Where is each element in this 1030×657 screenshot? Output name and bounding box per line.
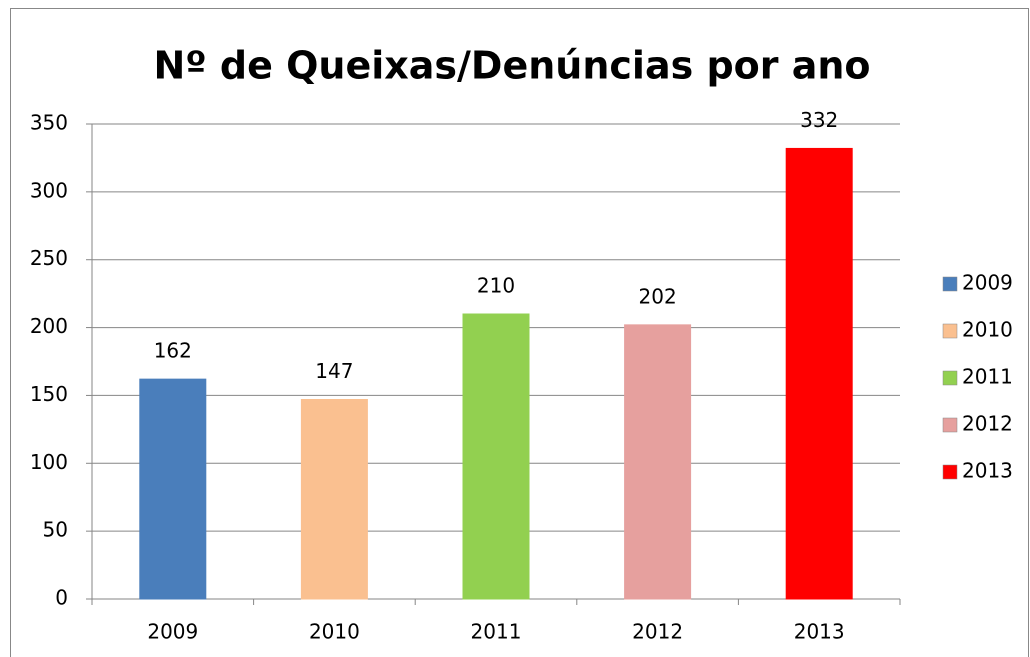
y-tick-label: 200	[30, 314, 68, 338]
x-tick-label: 2010	[309, 620, 360, 644]
x-tick-label: 2013	[794, 620, 845, 644]
legend-label: 2010	[962, 318, 1013, 342]
legend-label: 2011	[962, 365, 1013, 389]
data-label: 210	[477, 274, 515, 298]
x-tick-label: 2009	[147, 620, 198, 644]
legend-label: 2012	[962, 412, 1013, 436]
chart-title: Nº de Queixas/Denúncias por ano	[153, 44, 870, 88]
bar	[785, 147, 853, 600]
y-tick-label: 50	[43, 518, 68, 542]
bar	[624, 324, 692, 600]
y-tick-label: 100	[30, 450, 68, 474]
data-label: 162	[154, 339, 192, 363]
bar	[462, 313, 530, 600]
legend-swatch	[942, 370, 958, 386]
legend-label: 2013	[962, 459, 1013, 483]
legend-swatch	[942, 464, 958, 480]
legend-swatch	[942, 276, 958, 292]
legend-label: 2009	[962, 271, 1013, 295]
x-tick-label: 2012	[632, 620, 683, 644]
legend-swatch	[942, 323, 958, 339]
y-tick-label: 0	[55, 586, 68, 610]
y-tick-label: 150	[30, 382, 68, 406]
y-tick-label: 300	[30, 178, 68, 202]
bar	[300, 399, 368, 600]
data-label: 202	[639, 284, 677, 308]
data-label: 147	[315, 359, 353, 383]
bar	[139, 378, 207, 600]
x-tick-label: 2011	[471, 620, 522, 644]
legend-swatch	[942, 417, 958, 433]
y-tick-label: 250	[30, 246, 68, 270]
y-tick-label: 350	[30, 111, 68, 135]
data-label: 332	[800, 108, 838, 132]
